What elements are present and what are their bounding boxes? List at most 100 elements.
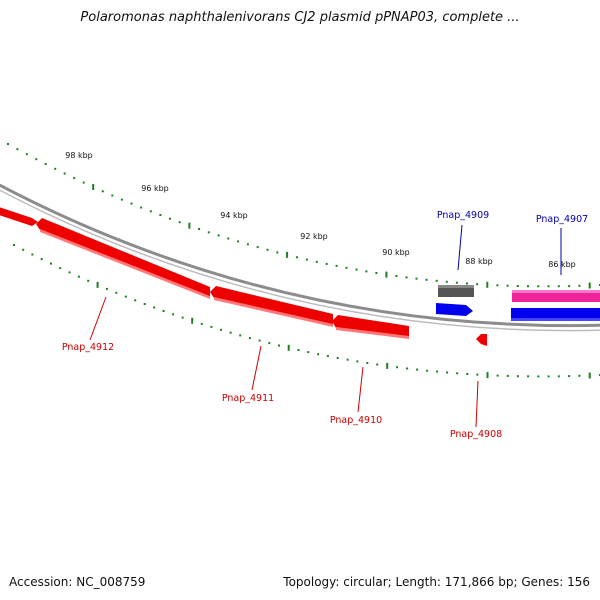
outer-tick	[516, 285, 519, 287]
gene-label-pnap-4912: Pnap_4912	[62, 342, 114, 353]
gene-labels: Pnap_4909 Pnap_4907 Pnap_4912 Pnap_4911 …	[62, 210, 588, 440]
scale-label-88kbp: 88 kbp	[465, 257, 493, 266]
inner-tick	[191, 317, 194, 324]
gene-shadow	[40, 229, 210, 299]
inner-tick	[210, 325, 213, 328]
outer-tick	[276, 251, 279, 254]
inner-tick	[416, 368, 419, 371]
scale-label-90kbp: 90 kbp	[382, 248, 410, 257]
inner-tick	[466, 373, 469, 375]
inner-tick	[588, 372, 591, 379]
outer-tick	[305, 258, 308, 261]
inner-tick	[356, 360, 359, 363]
leader-line-pnap-4908	[475, 380, 479, 428]
outer-tick	[63, 172, 66, 175]
inner-tick	[220, 328, 222, 331]
inner-tick	[537, 375, 540, 378]
outer-tick	[415, 277, 418, 280]
outer-tick	[120, 198, 123, 201]
scale-label-92kbp: 92 kbp	[300, 232, 328, 241]
outer-tick	[496, 284, 499, 287]
inner-tick	[124, 295, 127, 298]
outer-tick	[296, 256, 298, 259]
outer-tick	[547, 285, 550, 288]
scale-labels: 98 kbp 96 kbp 94 kbp 92 kbp 90 kbp 88 kb…	[65, 151, 576, 269]
inner-tick	[68, 271, 71, 274]
outer-tick	[149, 210, 152, 213]
gene-label-pnap-4910: Pnap_4910	[330, 415, 382, 426]
outer-tick	[527, 285, 529, 288]
inner-tick	[134, 299, 137, 302]
outer-tick	[159, 214, 162, 216]
inner-tick	[496, 374, 499, 377]
inner-tick	[31, 253, 34, 256]
inner-tick	[307, 351, 310, 354]
gene-label-pnap-4909: Pnap_4909	[437, 210, 489, 221]
gene-pnap-4909-grey-highlight	[438, 285, 474, 288]
inner-tick	[105, 287, 108, 290]
gene-pnap-4908-arrow	[476, 334, 487, 346]
outer-tick	[44, 163, 47, 165]
gene-label-pnap-4911: Pnap_4911	[222, 393, 274, 404]
backbone-inner-ring	[0, 189, 600, 332]
outer-tick	[588, 282, 591, 289]
inner-tick	[87, 279, 90, 282]
leader-line-pnap-4910	[357, 366, 364, 413]
outer-tick	[256, 246, 259, 249]
outer-tick	[54, 167, 57, 170]
inner-tick	[115, 291, 118, 294]
outer-tick	[217, 234, 220, 237]
gene-shadow	[214, 297, 333, 327]
outer-tick	[537, 285, 540, 288]
outer-tick	[92, 184, 95, 190]
inner-tick	[50, 262, 52, 265]
inner-tick	[317, 353, 320, 356]
outer-tick	[178, 221, 181, 224]
leader-line-pnap-4909	[457, 224, 463, 271]
inner-tick	[143, 303, 146, 305]
reverse-strand-genes	[0, 207, 487, 346]
inner-tick	[436, 370, 439, 373]
outer-tick	[207, 231, 210, 234]
inner-tick	[336, 357, 339, 359]
gene-pnap-4909-arrow	[436, 303, 473, 316]
outer-tick	[476, 283, 479, 286]
inner-tick	[153, 306, 156, 309]
inner-tick	[77, 275, 80, 278]
outer-tick	[227, 237, 230, 240]
outer-tick	[568, 285, 571, 288]
inner-tick	[162, 310, 165, 312]
inner-tick	[366, 362, 369, 364]
inner-tick	[516, 375, 519, 378]
inner-tick	[406, 367, 409, 370]
gene-label-pnap-4908: Pnap_4908	[450, 429, 502, 440]
outer-tick	[25, 153, 28, 156]
inner-tick	[486, 372, 489, 379]
inner-tick	[557, 375, 560, 378]
inner-tick	[326, 355, 329, 358]
backbone	[0, 183, 600, 332]
leader-line-pnap-4911	[251, 345, 262, 391]
outer-tick	[425, 278, 428, 281]
inner-tick	[278, 344, 280, 347]
outer-tick	[466, 282, 468, 285]
gene-pnap-4907-pink-highlight	[512, 290, 600, 293]
gene-label-pnap-4907: Pnap_4907	[536, 214, 588, 225]
inner-tick	[239, 334, 242, 337]
inner-tick	[297, 349, 300, 351]
inner-tick	[578, 374, 581, 377]
outer-tick	[345, 266, 348, 269]
outer-tick	[355, 268, 358, 271]
inner-tick	[426, 369, 429, 372]
outer-tick	[315, 260, 318, 263]
outer-tick	[198, 228, 201, 230]
outer-tick	[375, 272, 378, 274]
outer-tick	[266, 248, 269, 251]
outer-tick	[335, 264, 338, 267]
inner-tick	[172, 313, 175, 316]
inner-tick	[396, 366, 399, 369]
inner-tick	[446, 371, 449, 374]
outer-tick	[286, 251, 289, 258]
outer-tick	[16, 148, 19, 151]
outer-tick	[395, 275, 398, 277]
